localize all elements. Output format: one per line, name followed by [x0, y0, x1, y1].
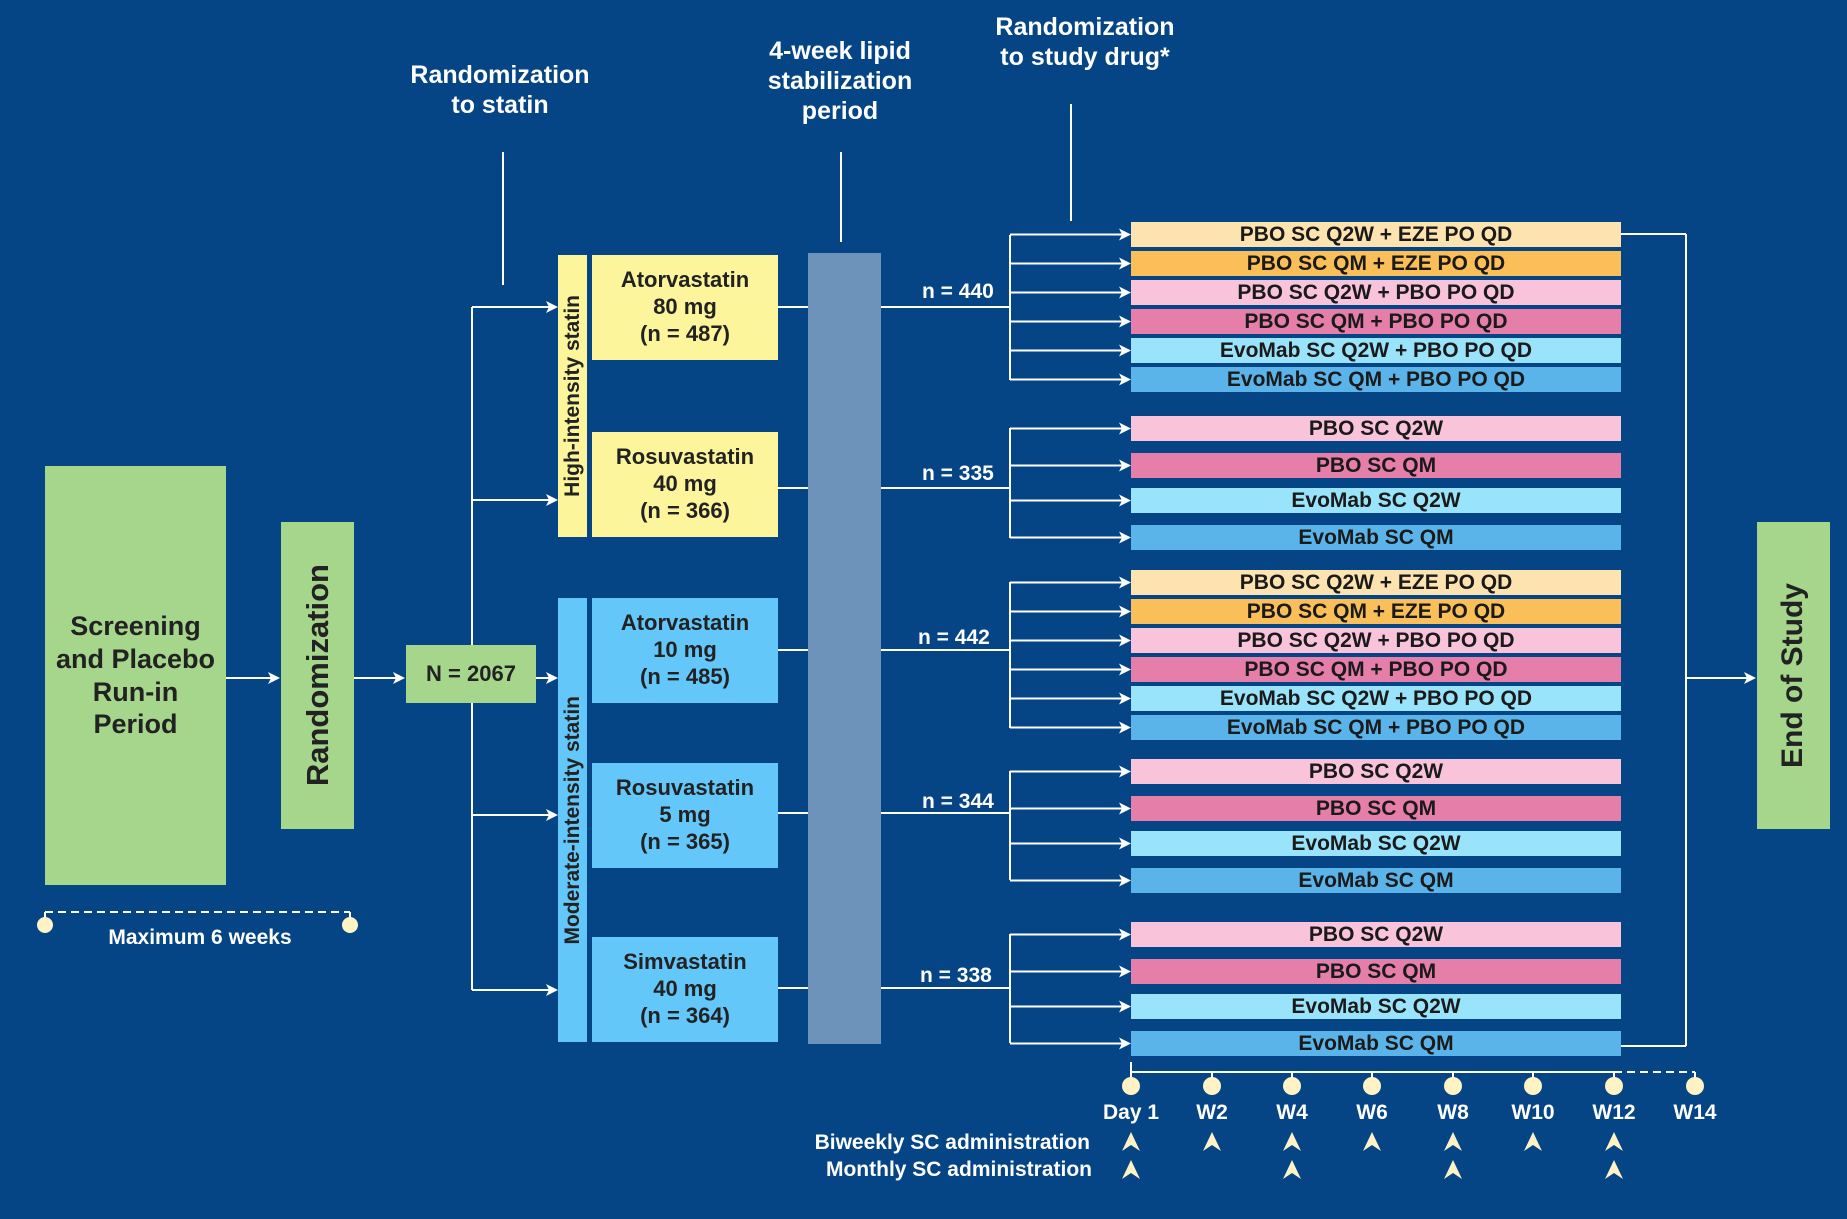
- arm-bar: PBO SC QM: [1131, 796, 1621, 821]
- arm-bar: EvoMab SC QM + PBO PO QD: [1131, 715, 1621, 740]
- arm-bar: PBO SC QM: [1131, 453, 1621, 478]
- randomization-box: Randomization: [281, 522, 354, 829]
- biweekly-admin-arrow: [1524, 1132, 1542, 1151]
- arm-bar: EvoMab SC QM + PBO PO QD: [1131, 367, 1621, 392]
- timeline-label: W6: [1356, 1101, 1388, 1124]
- arm-bar: PBO SC QM + PBO PO QD: [1131, 657, 1621, 682]
- n-label: n = 442: [918, 626, 990, 649]
- max-weeks-label: Maximum 6 weeks: [108, 926, 292, 949]
- monthly-admin-arrow: [1605, 1160, 1623, 1179]
- n-label: n = 335: [922, 462, 994, 485]
- screening-box: Screening and Placebo Run-in Period: [45, 466, 226, 885]
- timeline-marker: [1283, 1077, 1301, 1095]
- stabilization-bar: [808, 253, 881, 1044]
- arm-bar: PBO SC Q2W: [1131, 416, 1621, 441]
- biweekly-admin-arrow: [1283, 1132, 1301, 1151]
- biweekly-admin-arrow: [1203, 1132, 1221, 1151]
- biweekly-admin-label: Biweekly SC administration: [814, 1131, 1090, 1154]
- timeline-label: W12: [1592, 1101, 1636, 1124]
- timeline-marker: [1686, 1077, 1704, 1095]
- timeline-marker: [1444, 1077, 1462, 1095]
- max-weeks-marker: [37, 917, 53, 933]
- arm-bar: EvoMab SC Q2W + PBO PO QD: [1131, 338, 1621, 363]
- monthly-admin-arrow: [1122, 1160, 1140, 1179]
- arm-bar: EvoMab SC Q2W: [1131, 994, 1621, 1019]
- biweekly-admin-arrow: [1122, 1132, 1140, 1151]
- biweekly-admin-arrow: [1605, 1132, 1623, 1151]
- biweekly-admin-arrow: [1444, 1132, 1462, 1151]
- timeline-marker: [1122, 1077, 1140, 1095]
- timeline-label: W2: [1196, 1101, 1228, 1124]
- randomization-label: Randomization: [299, 564, 335, 787]
- arm-bar: PBO SC QM: [1131, 959, 1621, 984]
- statin-box-rosuva-5: Rosuvastatin 5 mg (n = 365): [592, 763, 778, 868]
- arm-bar: EvoMab SC Q2W: [1131, 831, 1621, 856]
- arm-bar: EvoMab SC Q2W: [1131, 488, 1621, 513]
- statin-box-simva-40: Simvastatin 40 mg (n = 364): [592, 937, 778, 1042]
- header-randomization-drug: Randomization to study drug*: [995, 13, 1175, 71]
- arm-bar: PBO SC QM + EZE PO QD: [1131, 251, 1621, 276]
- arm-bar: PBO SC Q2W: [1131, 759, 1621, 784]
- arm-bar: PBO SC Q2W + EZE PO QD: [1131, 222, 1621, 247]
- group-moderate-intensity: Moderate-intensity statin: [558, 598, 587, 1042]
- n-label: n = 440: [922, 280, 994, 303]
- timeline-marker: [1605, 1077, 1623, 1095]
- arm-bar: EvoMab SC QM: [1131, 868, 1621, 893]
- monthly-admin-arrow: [1283, 1160, 1301, 1179]
- statin-box-atorva-80: Atorvastatin 80 mg (n = 487): [592, 255, 778, 360]
- timeline-label: W8: [1437, 1101, 1469, 1124]
- statin-box-rosuva-40: Rosuvastatin 40 mg (n = 366): [592, 432, 778, 537]
- arm-bar: PBO SC QM + PBO PO QD: [1131, 309, 1621, 334]
- group-high-intensity: High-intensity statin: [558, 255, 587, 537]
- arm-bar: PBO SC Q2W + EZE PO QD: [1131, 570, 1621, 595]
- end-of-study-label: End of Study: [1776, 583, 1810, 768]
- timeline-marker: [1524, 1077, 1542, 1095]
- timeline-label: W10: [1511, 1101, 1555, 1124]
- arm-bar: EvoMab SC QM: [1131, 525, 1621, 550]
- max-weeks-marker: [342, 917, 358, 933]
- timeline-marker: [1363, 1077, 1381, 1095]
- timeline-label: W14: [1673, 1101, 1717, 1124]
- biweekly-admin-arrow: [1363, 1132, 1381, 1151]
- total-n-box: N = 2067: [406, 645, 536, 703]
- group-moderate-label: Moderate-intensity statin: [560, 695, 584, 945]
- n-label: n = 338: [920, 964, 992, 987]
- header-randomization-statin: Randomization to statin: [410, 61, 590, 119]
- monthly-admin-label: Monthly SC administration: [825, 1158, 1092, 1181]
- end-of-study-box: End of Study: [1757, 522, 1830, 829]
- header-stabilization-period: 4-week lipid stabilization period: [767, 37, 913, 125]
- timeline-label: Day 1: [1102, 1101, 1160, 1124]
- arm-bar: PBO SC Q2W: [1131, 922, 1621, 947]
- n-label: n = 344: [922, 790, 994, 813]
- timeline-marker: [1203, 1077, 1221, 1095]
- monthly-admin-arrow: [1444, 1160, 1462, 1179]
- arm-bar: EvoMab SC Q2W + PBO PO QD: [1131, 686, 1621, 711]
- arm-bar: PBO SC Q2W + PBO PO QD: [1131, 280, 1621, 305]
- arm-bar: PBO SC Q2W + PBO PO QD: [1131, 628, 1621, 653]
- statin-box-atorva-10: Atorvastatin 10 mg (n = 485): [592, 598, 778, 703]
- arm-bar: PBO SC QM + EZE PO QD: [1131, 599, 1621, 624]
- arm-bar: EvoMab SC QM: [1131, 1031, 1621, 1056]
- timeline-label: W4: [1276, 1101, 1308, 1124]
- group-high-label: High-intensity statin: [560, 295, 584, 497]
